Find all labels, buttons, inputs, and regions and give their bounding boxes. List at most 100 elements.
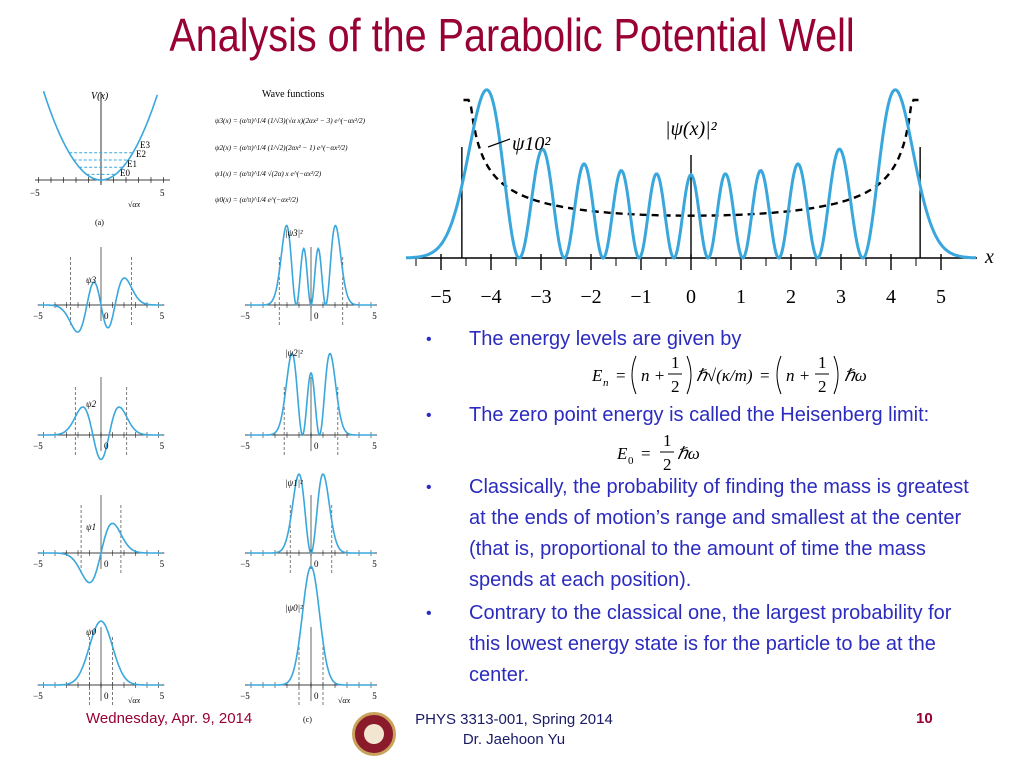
eq-half-den-3: 2 (663, 455, 672, 474)
eq-half-den-2: 2 (818, 377, 827, 396)
psi-label: |ψ2|² (285, 348, 303, 358)
footer-page-number: 10 (916, 710, 933, 727)
tick-label: 0 (314, 441, 319, 451)
psi0-panel: −5 0 5 ψ0 (33, 620, 165, 705)
psi-label: |ψ3|² (285, 228, 303, 238)
tick-label: 0 (314, 559, 319, 569)
prob3-panel: −5 0 5 |ψ3|² (240, 224, 377, 325)
tick-label: −5 (33, 691, 43, 701)
university-seal-icon (352, 712, 396, 756)
classical-probability-curve (463, 98, 919, 217)
footer-instructor: Dr. Jaehoon Yu (462, 731, 566, 748)
tick-label: 5 (372, 691, 377, 701)
probability-label: |ψ(x)|² (665, 118, 718, 140)
wave-curve (40, 277, 162, 333)
psi1-panel: −5 0 5 ψ1 (33, 495, 165, 584)
eq-half-den-1: 2 (671, 377, 680, 396)
bullet-text: Classically, the probability of finding … (469, 476, 969, 591)
eq-n-plus-1: n + (641, 366, 665, 385)
panel-label: (a) (95, 218, 104, 227)
quantum-probability-curve (406, 88, 976, 260)
x-axis-variable: x (984, 246, 994, 268)
psi-label: ψ3 (86, 275, 97, 285)
psi2-panel: −5 0 5 ψ2 (33, 377, 165, 461)
wave-curve (40, 406, 162, 461)
tick-label: 5 (372, 559, 377, 569)
tick-label: −5 (240, 559, 250, 569)
eq-en-sub: n (603, 377, 609, 389)
bullet-text: The zero point energy is called the Heis… (469, 404, 930, 426)
tick-label: 5 (160, 311, 165, 321)
eq-hbar-omega-2: ℏω (677, 444, 700, 463)
x-tick-label: −2 (580, 286, 601, 308)
bullet-dot: • (426, 331, 432, 348)
axis-label: √αx (128, 696, 141, 705)
tick-label: 5 (160, 441, 165, 451)
eq-half-num-1: 1 (671, 353, 680, 372)
x-tick-label: 5 (936, 286, 946, 308)
psi3-equation: ψ3(x) = (α/π)^1/4 (1/√3)(√α x)(2αx² − 3)… (215, 117, 366, 125)
footer-date: Wednesday, Apr. 9, 2014 (86, 710, 253, 727)
tick-label: 5 (160, 559, 165, 569)
psi2-equation: ψ2(x) = (α/π)^1/4 (1/√2)(2αx² − 1) e^(−α… (215, 144, 348, 152)
energy-label: E0 (120, 168, 130, 178)
tick-label: −5 (240, 441, 250, 451)
eq-n-plus-2: n + (786, 366, 810, 385)
x-tick-label: 3 (836, 286, 846, 308)
tick-label: 5 (372, 441, 377, 451)
x-tick-label: 2 (786, 286, 796, 308)
tick-label: 0 (104, 691, 109, 701)
footer-course-title: PHYS 3313-001, Spring 2014 (415, 711, 613, 728)
psi-label: ψ1 (86, 522, 96, 532)
zero-point-equation: E 0 = 1 2 ℏω (616, 431, 700, 474)
tick-label: −5 (33, 559, 43, 569)
x-tick-label: −3 (530, 286, 551, 308)
wave-functions-title: Wave functions (262, 89, 324, 100)
prob0-panel: −5 0 5 |ψ0|² (240, 565, 377, 705)
wave-curve (40, 522, 162, 584)
x-tick-label: 1 (736, 286, 746, 308)
eq-e0-sub: 0 (628, 455, 634, 467)
bullet-dot: • (426, 605, 432, 622)
tick-label: 5 (372, 311, 377, 321)
psi1-equation: ψ1(x) = (α/π)^1/4 √(2α) x e^(−αx²/2) (215, 170, 322, 178)
tick-label: 5 (160, 691, 165, 701)
x-tick-label: −4 (480, 286, 501, 308)
potential-label: V(x) (91, 91, 109, 102)
bullet-dot: • (426, 407, 432, 424)
energy-label: E3 (140, 140, 150, 150)
tick-label: −5 (240, 691, 250, 701)
prob1-panel: −5 0 5 |ψ1|² (240, 473, 377, 573)
eq-equals-1: = (616, 366, 626, 385)
x-tick-label: 4 (886, 286, 896, 308)
eq-hbar-omega-1: ℏω (844, 366, 867, 385)
tick-label: 0 (314, 691, 319, 701)
potential-curve (42, 90, 159, 181)
prob2-panel: −5 0 5 |ψ2|² (240, 348, 377, 455)
tick-label: −5 (33, 441, 43, 451)
x-tick-label: −1 (630, 286, 651, 308)
panel-label: (c) (303, 715, 312, 724)
wave-curve (247, 224, 375, 307)
wave-curve (247, 473, 375, 555)
eq-half-num-3: 1 (663, 431, 672, 450)
psi3-panel: −5 0 5 ψ3 (33, 247, 165, 333)
tick-label: 0 (314, 311, 319, 321)
bullet-text: Contrary to the classical one, the large… (469, 602, 952, 686)
tick-label: 0 (104, 441, 109, 451)
axis-label: √αx (128, 200, 141, 209)
tick-label: −5 (240, 311, 250, 321)
tick-label: −5 (30, 188, 40, 198)
tick-label: 0 (104, 559, 109, 569)
slide-title: Analysis of the Parabolic Potential Well (169, 9, 855, 61)
eq-e0-lhs: E (616, 444, 628, 463)
energy-levels-equation: E n = n + 1 2 ℏ√(κ/m) = n + 1 2 ℏω (591, 353, 867, 396)
energy-label: E2 (136, 149, 146, 159)
eq-half-num-2: 1 (818, 353, 827, 372)
psi10-label: ψ10² (512, 133, 551, 155)
eq-equals-2: = (760, 366, 770, 385)
psi10-probability-figure: −5 −4 −3 −2 −1 0 1 2 3 4 5 x ψ10² |ψ(x)|² (406, 88, 994, 308)
tick-label: 5 (160, 188, 165, 198)
x-tick-label: −5 (430, 286, 451, 308)
axis-label: √αx (338, 696, 351, 705)
